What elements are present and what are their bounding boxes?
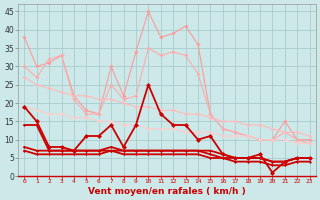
X-axis label: Vent moyen/en rafales ( km/h ): Vent moyen/en rafales ( km/h ) [88, 187, 246, 196]
